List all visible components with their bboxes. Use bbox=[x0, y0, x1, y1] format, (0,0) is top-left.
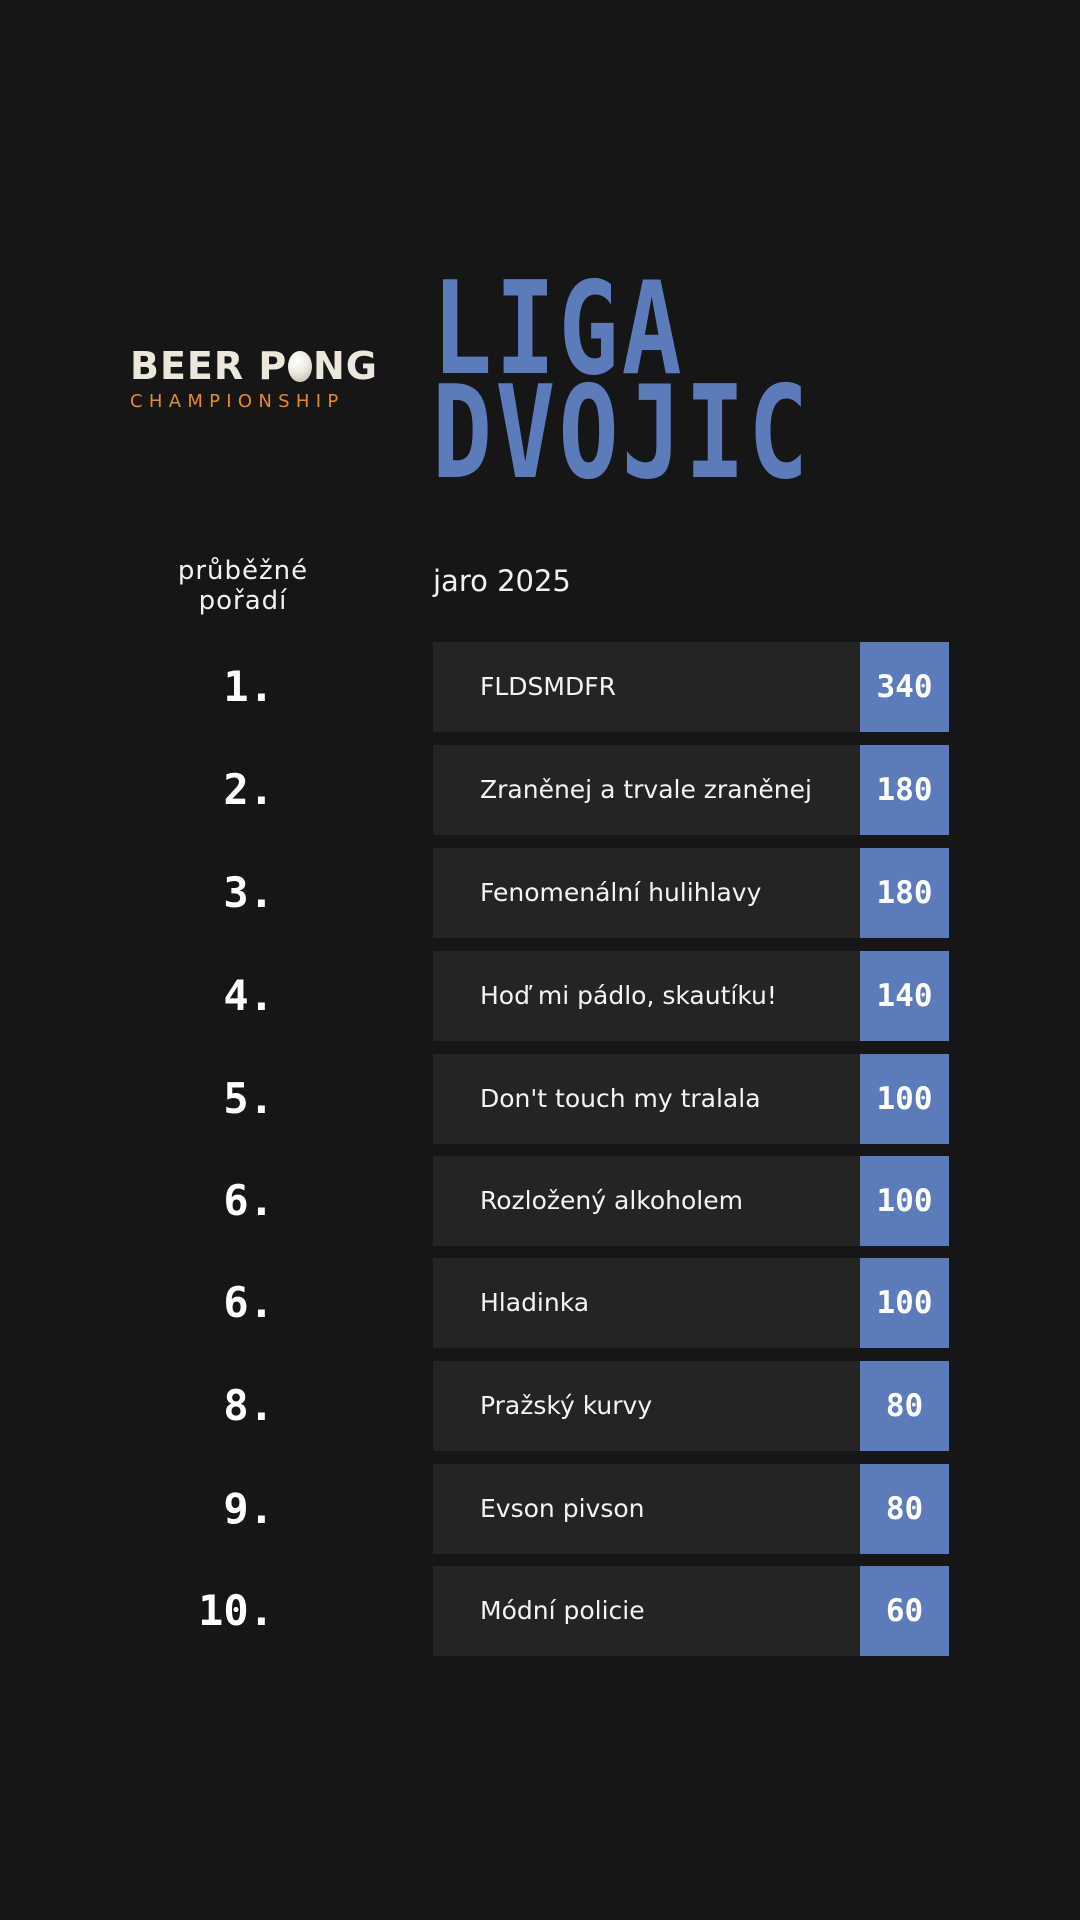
beer-pong-championship-logo: BEER P NG CHAMPIONSHIP bbox=[130, 345, 378, 412]
team-name: Módní policie bbox=[433, 1566, 860, 1656]
title-line-1: LIGA bbox=[432, 255, 685, 404]
standings-row: 4. Hoď mi pádlo, skautíku! 140 bbox=[0, 951, 1080, 1041]
standings-row: 2. Zraněnej a trvale zraněnej 180 bbox=[0, 745, 1080, 835]
rank-number: 3. bbox=[223, 868, 274, 917]
team-name: Pražský kurvy bbox=[433, 1361, 860, 1451]
team-score: 180 bbox=[860, 848, 949, 938]
team-score: 340 bbox=[860, 642, 949, 732]
logo-subtitle: CHAMPIONSHIP bbox=[130, 391, 345, 412]
team-score: 60 bbox=[860, 1566, 949, 1656]
rank-number: 6. bbox=[223, 1176, 274, 1225]
logo-text-right: NG bbox=[313, 344, 378, 388]
team-score: 80 bbox=[860, 1361, 949, 1451]
team-score: 100 bbox=[860, 1258, 949, 1348]
page-title: LIGA DVOJIC bbox=[432, 255, 812, 508]
team-score: 140 bbox=[860, 951, 949, 1041]
standings-label: průběžné pořadí bbox=[177, 556, 309, 616]
standings-row: 5. Don't touch my tralala 100 bbox=[0, 1054, 1080, 1144]
ping-pong-ball-icon bbox=[288, 350, 312, 382]
rank-number: 8. bbox=[223, 1381, 274, 1430]
standings-row: 6. Hladinka 100 bbox=[0, 1258, 1080, 1348]
standings-row: 6. Rozložený alkoholem 100 bbox=[0, 1156, 1080, 1246]
rank-number: 4. bbox=[223, 971, 274, 1020]
standings-row: 1. FLDSMDFR 340 bbox=[0, 642, 1080, 732]
standings-row: 9. Evson pivson 80 bbox=[0, 1464, 1080, 1554]
team-name: Rozložený alkoholem bbox=[433, 1156, 860, 1246]
team-score: 100 bbox=[860, 1054, 949, 1144]
standings-row: 8. Pražský kurvy 80 bbox=[0, 1361, 1080, 1451]
team-score: 100 bbox=[860, 1156, 949, 1246]
title-line-2: DVOJIC bbox=[432, 359, 812, 508]
logo-wordmark: BEER P NG bbox=[130, 345, 378, 387]
season-label: jaro 2025 bbox=[433, 564, 571, 598]
team-name: Don't touch my tralala bbox=[433, 1054, 860, 1144]
logo-text-left: BEER P bbox=[130, 344, 288, 388]
team-name: Fenomenální hulihlavy bbox=[433, 848, 860, 938]
rank-number: 2. bbox=[223, 765, 274, 814]
team-name: FLDSMDFR bbox=[433, 642, 860, 732]
standings-row: 3. Fenomenální hulihlavy 180 bbox=[0, 848, 1080, 938]
rank-number: 6. bbox=[223, 1278, 274, 1327]
team-score: 180 bbox=[860, 745, 949, 835]
rank-number: 1. bbox=[223, 662, 274, 711]
team-name: Evson pivson bbox=[433, 1464, 860, 1554]
team-name: Hladinka bbox=[433, 1258, 860, 1348]
rank-number: 5. bbox=[223, 1074, 274, 1123]
rank-number: 10. bbox=[198, 1586, 274, 1635]
team-name: Hoď mi pádlo, skautíku! bbox=[433, 951, 860, 1041]
team-score: 80 bbox=[860, 1464, 949, 1554]
team-name: Zraněnej a trvale zraněnej bbox=[433, 745, 860, 835]
standings-row: 10. Módní policie 60 bbox=[0, 1566, 1080, 1656]
rank-number: 9. bbox=[223, 1484, 274, 1533]
